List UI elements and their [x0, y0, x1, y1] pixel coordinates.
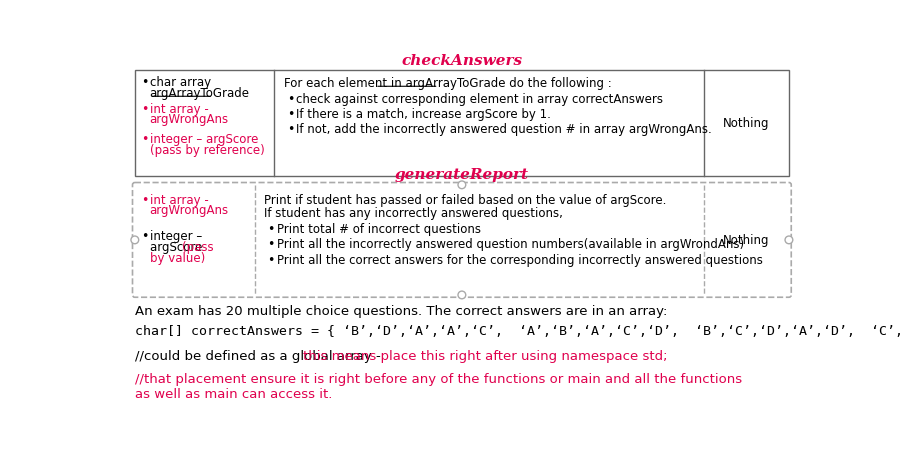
Text: argWrongAns: argWrongAns — [149, 204, 229, 217]
Text: If student has any incorrectly answered questions,: If student has any incorrectly answered … — [264, 207, 563, 220]
Text: •: • — [267, 238, 275, 251]
Text: this means place this right after using namespace std;: this means place this right after using … — [302, 349, 667, 362]
Text: Nothing: Nothing — [723, 234, 769, 247]
FancyBboxPatch shape — [132, 183, 791, 298]
Text: •: • — [141, 76, 148, 89]
Text: argWrongAns: argWrongAns — [149, 113, 229, 126]
Text: •: • — [267, 253, 275, 266]
Text: char[] correctAnswers = { ‘B’,‘D’,‘A’,‘A’,‘C’,  ‘A’,‘B’,‘A’,‘C’,‘D’,  ‘B’,‘C’,‘D: char[] correctAnswers = { ‘B’,‘D’,‘A’,‘A… — [135, 325, 905, 337]
Circle shape — [458, 291, 466, 299]
Circle shape — [785, 237, 793, 244]
Text: •: • — [141, 230, 148, 243]
Circle shape — [131, 237, 138, 244]
Text: •: • — [141, 193, 148, 206]
Text: •: • — [267, 222, 275, 235]
Text: •: • — [287, 108, 294, 121]
Text: (pass: (pass — [182, 241, 214, 254]
Text: Print if student has passed or failed based on the value of argScore.: Print if student has passed or failed ba… — [264, 193, 667, 206]
Text: •: • — [287, 123, 294, 136]
Text: •: • — [287, 92, 294, 106]
Text: //that placement ensure it is right before any of the functions or main and all : //that placement ensure it is right befo… — [135, 372, 742, 400]
Text: int array -: int array - — [149, 102, 208, 115]
Text: integer – argScore: integer – argScore — [149, 133, 258, 146]
Text: Print total # of incorrect questions: Print total # of incorrect questions — [277, 222, 481, 235]
Text: check against corresponding element in array correctAnswers: check against corresponding element in a… — [296, 92, 663, 106]
Text: checkAnswers: checkAnswers — [401, 54, 522, 68]
Text: If there is a match, increase argScore by 1.: If there is a match, increase argScore b… — [296, 108, 551, 121]
Text: An exam has 20 multiple choice questions. The correct answers are in an array:: An exam has 20 multiple choice questions… — [135, 305, 667, 317]
Bar — [135, 71, 789, 176]
Text: argArrayToGrade: argArrayToGrade — [149, 86, 250, 99]
Text: Print all the incorrectly answered question numbers(available in argWrondAns): Print all the incorrectly answered quest… — [277, 238, 744, 251]
Text: •: • — [141, 102, 148, 115]
Text: For each element in argArrayToGrade do the following :: For each element in argArrayToGrade do t… — [283, 77, 612, 90]
Text: char array: char array — [149, 76, 211, 89]
Text: //could be defined as a global array -: //could be defined as a global array - — [135, 349, 385, 362]
Text: (pass by reference): (pass by reference) — [149, 144, 264, 157]
Text: int array -: int array - — [149, 193, 208, 206]
Text: Nothing: Nothing — [723, 117, 769, 130]
Circle shape — [458, 182, 466, 189]
Text: •: • — [141, 133, 148, 146]
Text: integer –: integer – — [149, 230, 202, 243]
Text: argScore: argScore — [149, 241, 205, 254]
Text: by value): by value) — [149, 251, 205, 265]
Text: Print all the correct answers for the corresponding incorrectly answered questio: Print all the correct answers for the co… — [277, 253, 763, 266]
Text: If not, add the incorrectly answered question # in array argWrongAns.: If not, add the incorrectly answered que… — [296, 123, 711, 136]
Text: generateReport: generateReport — [395, 168, 529, 182]
